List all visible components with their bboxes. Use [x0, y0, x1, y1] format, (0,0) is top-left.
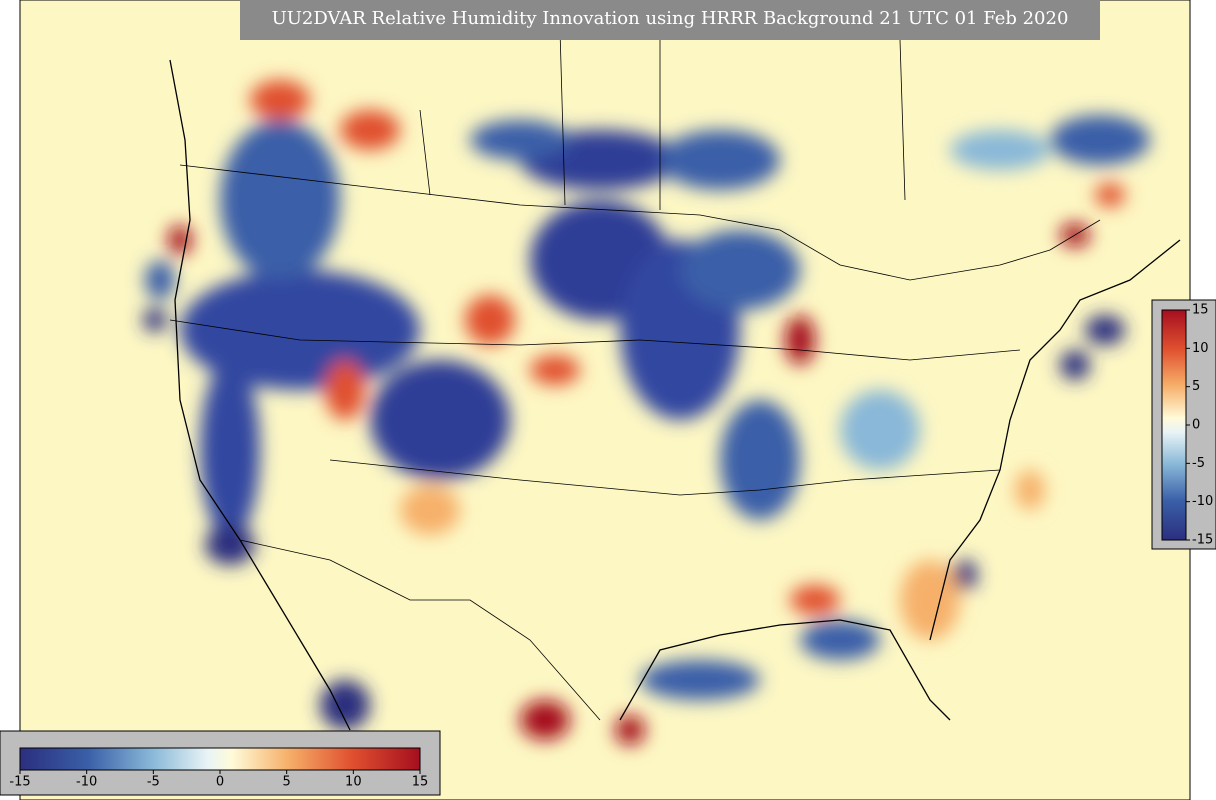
- colorbar-right: [1151, 299, 1216, 550]
- tick-label: 5: [1192, 379, 1200, 394]
- tick-label: 0: [216, 775, 224, 790]
- tick-label: -5: [1192, 456, 1205, 471]
- tick-label: -10: [76, 775, 97, 790]
- tick-label: 5: [283, 775, 291, 790]
- tick-label: -15: [9, 775, 30, 790]
- title-box: [240, 0, 1100, 40]
- tick-label: 15: [1192, 303, 1209, 318]
- tick-label: 15: [412, 775, 429, 790]
- tick-label: 10: [345, 775, 362, 790]
- tick-label: 0: [1192, 418, 1200, 433]
- colorbar-bottom: [0, 730, 441, 796]
- tick-label: -5: [147, 775, 160, 790]
- tick-label: -15: [1192, 533, 1213, 548]
- colorbar-scale: [19, 747, 421, 771]
- map-field: [20, 0, 1190, 800]
- tick-label: -10: [1192, 494, 1213, 509]
- tick-label: 10: [1192, 341, 1209, 356]
- colorbar-scale: [1161, 309, 1187, 541]
- title: UU2DVAR Relative Humidity Innovation usi…: [272, 8, 1069, 29]
